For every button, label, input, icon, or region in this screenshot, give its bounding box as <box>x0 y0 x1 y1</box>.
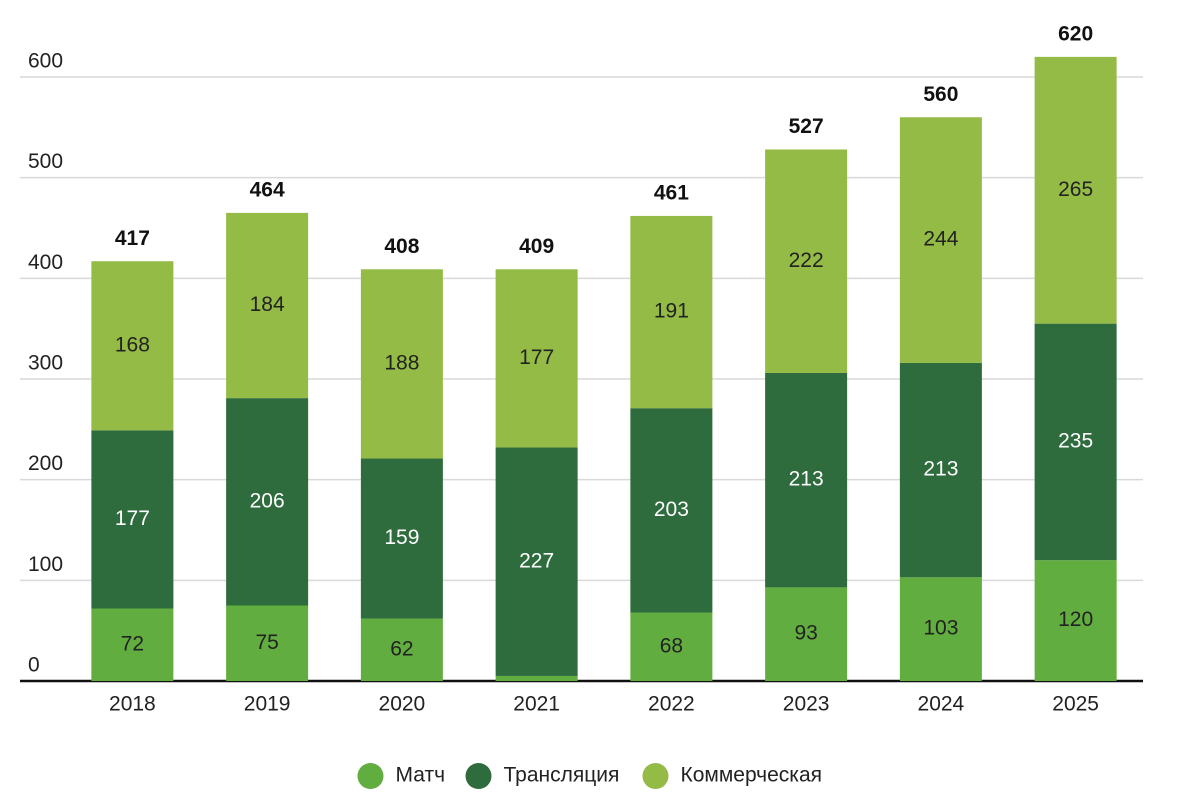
bar-segment <box>226 212 309 399</box>
value-label: 206 <box>250 489 285 512</box>
bar-segment <box>1034 560 1117 681</box>
y-tick-label: 600 <box>28 50 63 73</box>
x-tick-label: 2023 <box>783 693 830 716</box>
value-label: 188 <box>384 351 419 374</box>
total-label: 417 <box>115 227 150 250</box>
bar-segment <box>765 587 848 681</box>
bar-segment <box>765 149 848 373</box>
value-label: 120 <box>1058 608 1093 631</box>
legend-label: Матч <box>396 764 446 787</box>
value-label: 75 <box>255 631 278 654</box>
value-label: 62 <box>390 637 413 660</box>
value-label: 184 <box>250 293 285 316</box>
total-label: 461 <box>654 181 689 204</box>
total-label: 408 <box>384 235 419 258</box>
bar-segment <box>899 577 982 681</box>
bar-segment <box>495 269 578 448</box>
value-label: 159 <box>384 526 419 549</box>
total-label: 620 <box>1058 22 1093 45</box>
bar-segment <box>360 618 443 681</box>
bar-segment <box>91 430 174 609</box>
legend-marker <box>465 763 492 789</box>
y-tick-label: 300 <box>28 352 63 375</box>
bar-segment <box>226 398 309 606</box>
x-tick-label: 2022 <box>648 693 695 716</box>
bar-segment <box>226 605 309 681</box>
total-label: 560 <box>923 83 958 106</box>
value-label: 235 <box>1058 429 1093 452</box>
bar-segment <box>91 261 174 431</box>
x-tick-label: 2020 <box>379 693 426 716</box>
x-tick-label: 2025 <box>1052 693 1099 716</box>
bar-segment <box>495 447 578 676</box>
value-label: 103 <box>923 617 958 640</box>
x-tick-label: 2018 <box>109 693 156 716</box>
bar-segment <box>360 269 443 459</box>
bar-segment <box>630 408 713 613</box>
y-tick-label: 200 <box>28 452 63 475</box>
value-label: 93 <box>794 622 817 645</box>
y-tick-label: 500 <box>28 150 63 173</box>
value-label: 227 <box>519 549 554 572</box>
x-tick-label: 2019 <box>244 693 291 716</box>
bar-segment <box>495 675 578 681</box>
bar-segment <box>1034 56 1117 324</box>
bar-segment <box>630 215 713 409</box>
bar-segment <box>360 458 443 619</box>
legend-marker <box>642 763 669 789</box>
y-tick-label: 100 <box>28 553 63 576</box>
value-label: 244 <box>923 228 958 251</box>
bar-segment <box>630 612 713 681</box>
value-label: 177 <box>519 346 554 369</box>
value-label: 191 <box>654 300 689 323</box>
legend-marker <box>357 763 384 789</box>
bar-segment <box>1034 323 1117 561</box>
bar-segment <box>765 372 848 588</box>
legend-label: Трансляция <box>504 764 620 787</box>
value-label: 177 <box>115 507 150 530</box>
bar-segment <box>899 117 982 363</box>
bar-segment <box>899 362 982 578</box>
total-label: 409 <box>519 235 554 258</box>
y-tick-label: 400 <box>28 251 63 274</box>
value-label: 68 <box>660 634 683 657</box>
value-label: 203 <box>654 498 689 521</box>
value-label: 265 <box>1058 178 1093 201</box>
y-tick-label: 0 <box>28 654 40 677</box>
bar-segment <box>91 608 174 681</box>
value-label: 72 <box>121 632 144 655</box>
value-label: 213 <box>923 458 958 481</box>
x-tick-label: 2021 <box>513 693 560 716</box>
value-label: 213 <box>789 468 824 491</box>
total-label: 527 <box>789 115 824 138</box>
x-tick-label: 2024 <box>918 693 965 716</box>
value-label: 168 <box>115 333 150 356</box>
total-label: 464 <box>250 178 285 201</box>
legend-label: Коммерческая <box>681 764 823 787</box>
value-label: 222 <box>789 249 824 272</box>
